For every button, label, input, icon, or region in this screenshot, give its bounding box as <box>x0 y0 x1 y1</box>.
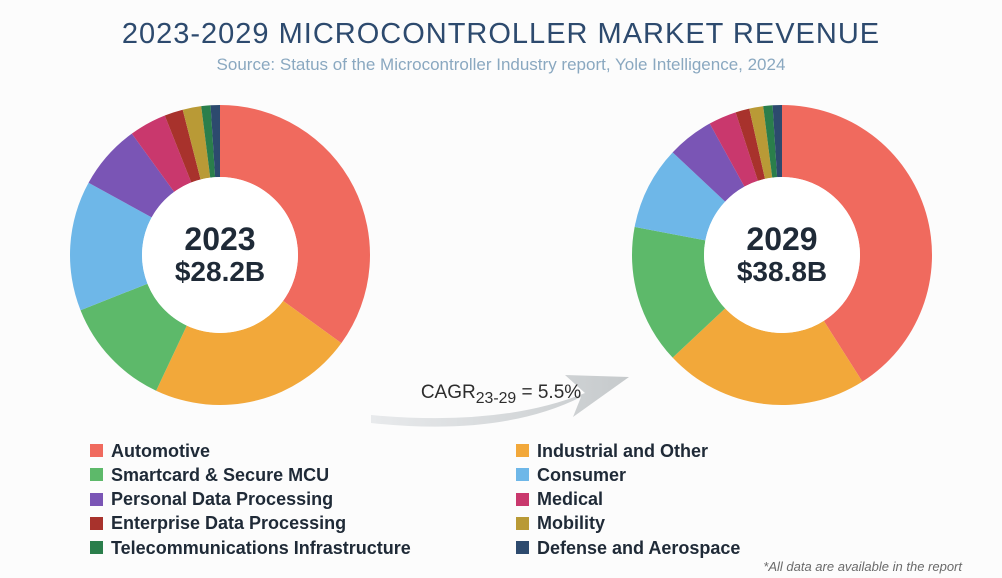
donut-value-label: $28.2B <box>175 257 265 288</box>
legend-label: Medical <box>537 487 603 511</box>
legend-item-medical: Medical <box>516 487 942 511</box>
legend-swatch <box>90 517 103 530</box>
cagr-value: = 5.5% <box>521 382 581 403</box>
donut-value-label: $38.8B <box>737 257 827 288</box>
cagr-arrow-area: CAGR23-29 = 5.5% <box>361 345 641 445</box>
legend-label: Enterprise Data Processing <box>111 511 346 535</box>
legend-label: Automotive <box>111 439 210 463</box>
donut-year-label: 2029 <box>737 222 827 257</box>
legend-label: Mobility <box>537 511 605 535</box>
legend-item-industrial: Industrial and Other <box>516 439 942 463</box>
legend-label: Smartcard & Secure MCU <box>111 463 329 487</box>
legend-item-defense: Defense and Aerospace <box>516 536 942 560</box>
legend-label: Telecommunications Infrastructure <box>111 536 411 560</box>
donut-chart-2023: 2023 $28.2B <box>60 95 380 415</box>
legend-swatch <box>90 444 103 457</box>
page-subtitle: Source: Status of the Microcontroller In… <box>0 55 1002 75</box>
legend-swatch <box>90 541 103 554</box>
footnote: *All data are available in the report <box>763 559 962 574</box>
legend-item-telecom: Telecommunications Infrastructure <box>90 536 516 560</box>
legend-item-enterprise: Enterprise Data Processing <box>90 511 516 535</box>
legend-column-right: Industrial and OtherConsumerMedicalMobil… <box>516 439 942 560</box>
legend-swatch <box>516 468 529 481</box>
donut-center-2023: 2023 $28.2B <box>175 222 265 288</box>
cagr-text: CAGR23-29 = 5.5% <box>421 382 581 408</box>
legend-swatch <box>516 444 529 457</box>
cagr-label: CAGR <box>421 382 476 403</box>
legend-swatch <box>516 493 529 506</box>
legend-swatch <box>90 468 103 481</box>
legend-item-consumer: Consumer <box>516 463 942 487</box>
legend-swatch <box>516 517 529 530</box>
legend: AutomotiveSmartcard & Secure MCUPersonal… <box>90 439 942 560</box>
page-title: 2023-2029 MICROCONTROLLER MARKET REVENUE <box>0 18 1002 51</box>
legend-swatch <box>90 493 103 506</box>
legend-label: Consumer <box>537 463 626 487</box>
legend-item-mobility: Mobility <box>516 511 942 535</box>
legend-label: Personal Data Processing <box>111 487 333 511</box>
legend-swatch <box>516 541 529 554</box>
donut-center-2029: 2029 $38.8B <box>737 222 827 288</box>
header: 2023-2029 MICROCONTROLLER MARKET REVENUE… <box>0 0 1002 75</box>
charts-row: 2023 $28.2B CAGR23-29 = 5.5% 2029 $38.8B <box>0 75 1002 415</box>
donut-chart-2029: 2029 $38.8B <box>622 95 942 415</box>
cagr-sub: 23-29 <box>476 390 516 407</box>
legend-label: Industrial and Other <box>537 439 708 463</box>
donut-year-label: 2023 <box>175 222 265 257</box>
legend-label: Defense and Aerospace <box>537 536 740 560</box>
legend-item-smartcard: Smartcard & Secure MCU <box>90 463 516 487</box>
legend-item-automotive: Automotive <box>90 439 516 463</box>
legend-column-left: AutomotiveSmartcard & Secure MCUPersonal… <box>90 439 516 560</box>
legend-item-personal: Personal Data Processing <box>90 487 516 511</box>
